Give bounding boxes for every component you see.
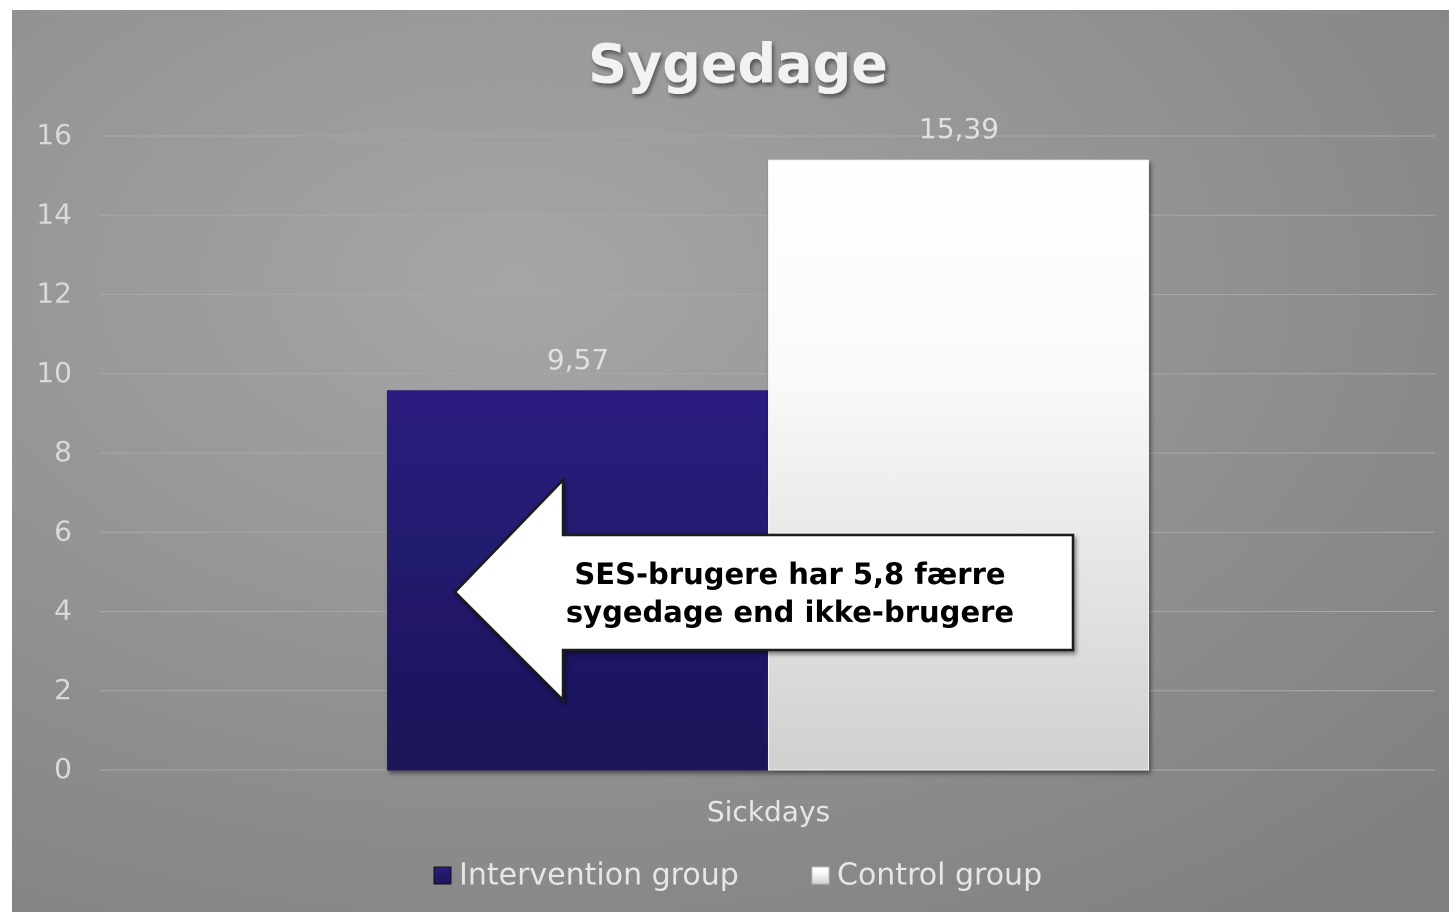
bar bbox=[768, 159, 1149, 771]
y-tick-label: 10 bbox=[36, 356, 72, 389]
annotation-text: sygedage end ikke-brugere bbox=[566, 595, 1014, 629]
legend-label: Intervention group bbox=[459, 858, 739, 893]
legend-marker bbox=[433, 866, 452, 885]
y-tick-label: 16 bbox=[36, 118, 72, 151]
x-tick-label: Sickdays bbox=[707, 795, 830, 828]
legend-marker bbox=[811, 866, 830, 885]
y-tick-label: 12 bbox=[36, 277, 72, 310]
y-tick-label: 2 bbox=[54, 673, 72, 706]
annotation-text: SES-brugere har 5,8 færre bbox=[574, 557, 1005, 591]
legend-label: Control group bbox=[837, 858, 1042, 893]
data-label: 9,57 bbox=[547, 343, 609, 376]
y-tick-label: 0 bbox=[54, 752, 72, 785]
annotation-arrow bbox=[453, 476, 1075, 704]
y-tick-label: 4 bbox=[54, 594, 72, 627]
y-tick-label: 14 bbox=[36, 197, 72, 230]
data-label: 15,39 bbox=[919, 112, 999, 145]
y-tick-label: 8 bbox=[54, 435, 72, 468]
y-tick-label: 6 bbox=[54, 514, 72, 547]
chart-title: Sygedage bbox=[588, 33, 888, 96]
